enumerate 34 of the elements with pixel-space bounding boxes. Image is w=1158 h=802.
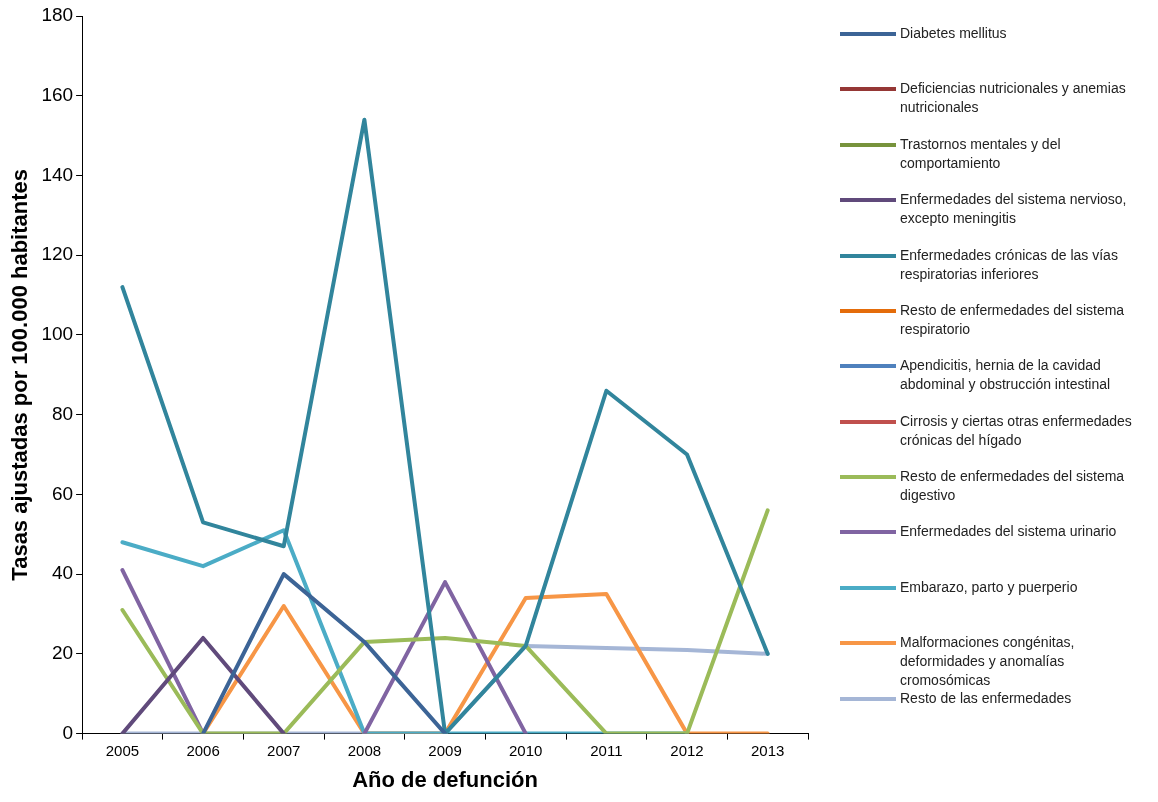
legend-label: Enfermedades crónicas de las vías respiratorias inferiores: [900, 245, 1119, 284]
x-tick-label: 2007: [267, 741, 301, 759]
y-tick-label: 160: [41, 83, 74, 105]
y-tick-label: 180: [41, 4, 74, 26]
x-tick-label: 2005: [105, 741, 140, 759]
x-tick-label: 2011: [590, 741, 623, 759]
legend-label: Apendicitis, hernia de la cavidad abdominal y obstrucción intestinal: [900, 356, 1112, 395]
y-tick-label: 120: [41, 243, 74, 265]
x-tick-label: 2013: [750, 741, 785, 759]
x-tick-label: 2009: [428, 741, 462, 759]
y-tick-label: 20: [51, 642, 74, 664]
legend-label: Resto de enfermedades del sistema digestivo: [900, 467, 1126, 506]
y-tick-label: 80: [51, 402, 74, 424]
legend-label: Enfermedades del sistema urinario: [900, 522, 1117, 542]
x-tick-label: 2006: [186, 741, 220, 759]
y-tick-label: 0: [62, 721, 74, 743]
legend-label: Embarazo, parto y puerperio: [900, 577, 1078, 597]
legend-label: Trastornos mentales y del comportamiento: [900, 134, 1062, 173]
x-tick-label: 2008: [347, 741, 382, 759]
y-axis-title: Tasas ajustadas por 100.000 habitantes: [7, 168, 33, 581]
legend-label: Cirrosis y ciertas otras enfermedades crónicas del hígado: [900, 411, 1133, 450]
x-tick-label: 2012: [670, 741, 704, 759]
y-tick-label: 60: [51, 482, 74, 504]
legend-label: Resto de enfermedades del sistema respiratorio: [900, 300, 1126, 339]
legend-label: Deficiencias nutricionales y anemias nutricionales: [900, 79, 1127, 118]
legend-label: Resto de las enfermedades: [900, 688, 1072, 708]
legend-label: Malformaciones congénitas, deformidades y anomalías cromosómicas: [900, 633, 1076, 691]
y-tick-label: 140: [41, 163, 74, 185]
legend-label: Enfermedades del sistema nervioso, excepto meningitis: [900, 190, 1128, 229]
x-tick-label: 2010: [509, 741, 543, 759]
y-tick-label: 40: [51, 562, 74, 584]
x-axis-title: Año de defunción: [352, 766, 538, 792]
y-tick-label: 100: [41, 323, 74, 345]
legend-label: Diabetes mellitus: [900, 24, 1007, 43]
